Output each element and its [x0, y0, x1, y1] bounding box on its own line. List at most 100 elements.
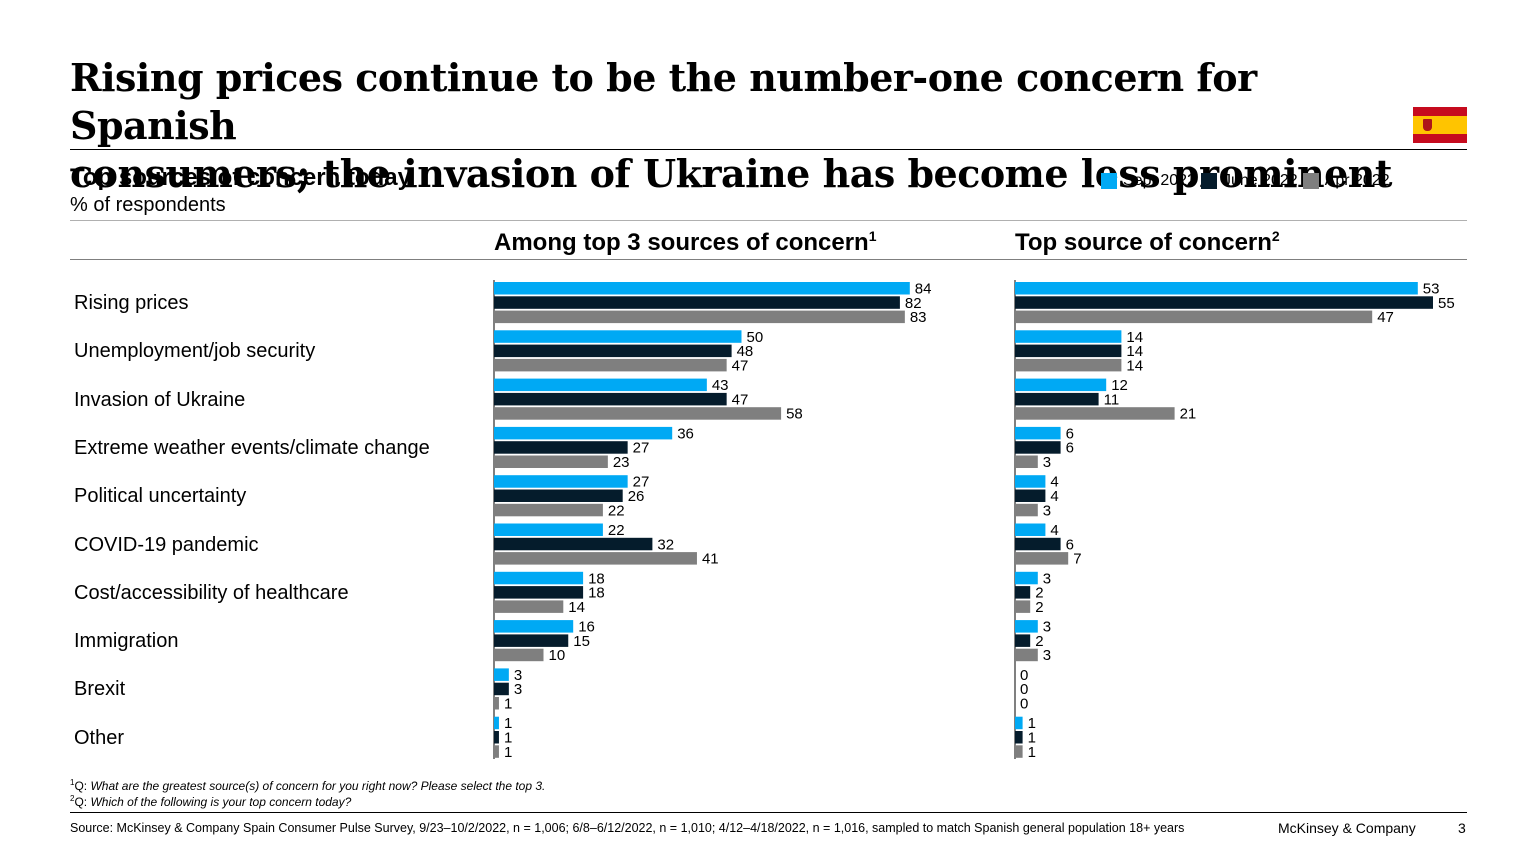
- bar-top1-immigration-apr: [1015, 648, 1038, 662]
- bar-top3-rising-prices-june: [494, 296, 900, 309]
- bar-top3-other-apr: [494, 745, 499, 758]
- bar-top1-political-uncertainty-sept: [1015, 475, 1046, 488]
- data-label-top3-political-uncertainty-apr: 22: [608, 502, 625, 519]
- bar-top1-political-uncertainty-june: [1015, 489, 1046, 502]
- data-label-top3-cost-accessibility-of-healthcare-sept: 18: [588, 570, 605, 587]
- data-label-top3-unemployment-job-security-sept: 50: [747, 329, 764, 346]
- data-label-top1-extreme-weather-events-climate-change-apr: 3: [1043, 454, 1051, 471]
- bar-top3-other-sept: [494, 716, 499, 730]
- bar-top1-immigration-june: [1015, 634, 1031, 647]
- category-label-invasion-of-ukraine: Invasion of Ukraine: [74, 388, 246, 411]
- bar-top3-rising-prices-apr: [494, 310, 905, 324]
- panel-title-top3: Among top 3 sources of concern1: [494, 228, 877, 257]
- source-note: Source: McKinsey & Company Spain Consume…: [70, 821, 1185, 835]
- bar-top1-extreme-weather-events-climate-change-sept: [1015, 426, 1061, 440]
- legend-item-june: June 2022: [1200, 172, 1298, 190]
- bar-top3-immigration-sept: [494, 620, 574, 633]
- category-label-brexit: Brexit: [74, 678, 126, 701]
- data-label-top1-other-apr: 1: [1028, 744, 1036, 761]
- legend-label-apr: Apr 2022: [1324, 172, 1390, 189]
- data-label-top3-political-uncertainty-sept: 27: [633, 474, 650, 491]
- data-label-top3-other-apr: 1: [504, 744, 512, 761]
- data-label-top1-covid-19-pandemic-apr: 7: [1073, 551, 1081, 568]
- panel-title-top1: Top source of concern2: [1015, 228, 1280, 257]
- data-label-top3-other-june: 1: [504, 730, 512, 747]
- bar-top1-immigration-sept: [1015, 620, 1038, 633]
- bar-top3-brexit-june: [494, 682, 509, 696]
- bar-top3-cost-accessibility-of-healthcare-apr: [494, 600, 564, 613]
- unit-label: % of respondents: [70, 194, 226, 216]
- data-label-top3-brexit-apr: 1: [504, 696, 512, 713]
- category-label-other: Other: [74, 726, 125, 749]
- legend-label-sept: Sept 2022: [1123, 172, 1196, 189]
- bar-top3-unemployment-job-security-sept: [494, 330, 742, 343]
- data-label-top1-other-sept: 1: [1028, 715, 1036, 732]
- data-label-top3-immigration-apr: 10: [549, 647, 566, 664]
- data-label-top1-brexit-sept: 0: [1020, 667, 1028, 684]
- data-label-top1-covid-19-pandemic-june: 6: [1066, 536, 1074, 553]
- bar-top1-invasion-of-ukraine-sept: [1015, 378, 1107, 392]
- panel-title-top3-text: Among top 3 sources of concern: [494, 229, 869, 256]
- bar-top3-immigration-june: [494, 634, 569, 647]
- legend-label-june: June 2022: [1222, 172, 1298, 189]
- data-label-top1-cost-accessibility-of-healthcare-june: 2: [1035, 585, 1043, 602]
- bar-top1-covid-19-pandemic-sept: [1015, 523, 1046, 536]
- panel-rule: [70, 259, 1467, 260]
- bar-top3-invasion-of-ukraine-june: [494, 392, 727, 406]
- data-label-top1-brexit-apr: 0: [1020, 696, 1028, 713]
- page-number: 3: [1458, 820, 1466, 836]
- bar-top1-rising-prices-apr: [1015, 310, 1373, 324]
- data-label-top1-rising-prices-apr: 47: [1377, 309, 1394, 326]
- bar-top3-other-june: [494, 731, 499, 744]
- category-label-extreme-weather-events-climate-change: Extreme weather events/climate change: [74, 436, 430, 459]
- data-label-top1-unemployment-job-security-sept: 14: [1126, 329, 1143, 346]
- bar-top3-extreme-weather-events-climate-change-sept: [494, 426, 673, 440]
- data-label-top3-political-uncertainty-june: 26: [628, 488, 645, 505]
- data-label-top1-extreme-weather-events-climate-change-june: 6: [1066, 440, 1074, 457]
- data-label-top1-cost-accessibility-of-healthcare-apr: 2: [1035, 599, 1043, 616]
- panel-title-top3-note: 1: [868, 228, 877, 244]
- header-rule: [70, 220, 1467, 221]
- bar-top3-rising-prices-sept: [494, 282, 910, 295]
- legend: Sept 2022 June 2022 Apr 2022: [1101, 172, 1395, 190]
- bar-top1-cost-accessibility-of-healthcare-june: [1015, 586, 1031, 599]
- data-label-top3-immigration-june: 15: [573, 633, 590, 650]
- bar-top1-political-uncertainty-apr: [1015, 503, 1038, 517]
- footnote-1-mark: 1: [70, 778, 75, 787]
- bar-top3-immigration-apr: [494, 648, 544, 662]
- data-label-top1-political-uncertainty-sept: 4: [1050, 474, 1058, 491]
- spain-flag-icon: [1413, 107, 1467, 143]
- data-label-top3-covid-19-pandemic-june: 32: [657, 536, 674, 553]
- bar-top1-rising-prices-june: [1015, 296, 1433, 309]
- data-label-top3-immigration-sept: 16: [578, 619, 595, 636]
- flag-stripe-bottom: [1413, 134, 1467, 143]
- data-label-top1-cost-accessibility-of-healthcare-sept: 3: [1043, 570, 1051, 587]
- flag-stripe-top: [1413, 107, 1467, 116]
- legend-swatch-june: [1200, 173, 1217, 189]
- bar-top1-invasion-of-ukraine-apr: [1015, 407, 1175, 420]
- legend-item-sept: Sept 2022: [1101, 172, 1196, 190]
- data-label-top1-political-uncertainty-june: 4: [1050, 488, 1058, 505]
- data-label-top1-rising-prices-sept: 53: [1423, 281, 1440, 298]
- bar-top1-extreme-weather-events-climate-change-june: [1015, 441, 1061, 454]
- category-label-unemployment-job-security: Unemployment/job security: [74, 340, 316, 363]
- footer-rule: [70, 812, 1467, 813]
- bar-top1-cost-accessibility-of-healthcare-apr: [1015, 600, 1031, 613]
- data-label-top3-covid-19-pandemic-sept: 22: [608, 522, 625, 539]
- legend-swatch-sept: [1101, 173, 1117, 189]
- data-label-top1-invasion-of-ukraine-apr: 21: [1180, 406, 1197, 423]
- data-label-top3-rising-prices-apr: 83: [910, 309, 927, 326]
- bar-top1-other-sept: [1015, 716, 1023, 730]
- data-label-top3-unemployment-job-security-apr: 47: [732, 357, 749, 374]
- data-label-top3-extreme-weather-events-climate-change-sept: 36: [677, 425, 694, 442]
- data-label-top1-invasion-of-ukraine-june: 11: [1104, 391, 1120, 408]
- bar-top3-extreme-weather-events-climate-change-apr: [494, 455, 608, 468]
- data-label-top1-extreme-weather-events-climate-change-sept: 6: [1066, 425, 1074, 442]
- chart-subtitle: Top sources of concern today: [70, 164, 411, 191]
- page-title: Rising prices continue to be the number-…: [70, 54, 1410, 198]
- bar-top3-brexit-apr: [494, 697, 499, 710]
- bar-top1-covid-19-pandemic-apr: [1015, 552, 1069, 565]
- category-label-covid-19-pandemic: COVID-19 pandemic: [74, 533, 259, 556]
- bar-top3-unemployment-job-security-june: [494, 344, 732, 358]
- data-label-top3-extreme-weather-events-climate-change-june: 27: [633, 440, 650, 457]
